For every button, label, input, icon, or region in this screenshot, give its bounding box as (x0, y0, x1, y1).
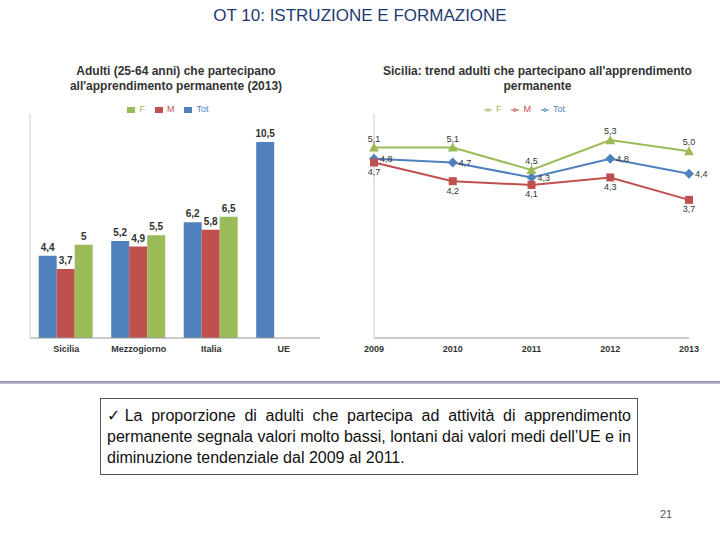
svg-text:4,5: 4,5 (525, 156, 538, 166)
svg-text:UE: UE (277, 344, 290, 354)
svg-text:6,2: 6,2 (186, 208, 200, 219)
svg-text:4,8: 4,8 (616, 154, 629, 164)
svg-text:5,1: 5,1 (446, 134, 459, 144)
html-text:M: M (167, 104, 175, 114)
svg-text:5: 5 (81, 231, 87, 242)
svg-text:4,7: 4,7 (459, 158, 472, 168)
html-text:F: F (496, 104, 502, 114)
html-text:Sicilia: trend adulti che part: Sicilia: trend adulti che partecipano al… (383, 64, 692, 93)
html-text:Tot: Tot (196, 104, 209, 114)
svg-text:Italia: Italia (201, 344, 223, 354)
svg-text:2012: 2012 (600, 344, 620, 354)
svg-text:4,3: 4,3 (604, 182, 617, 192)
svg-text:2010: 2010 (443, 344, 463, 354)
svg-text:2013: 2013 (679, 344, 699, 354)
svg-text:5,3: 5,3 (604, 126, 617, 136)
svg-text:4,9: 4,9 (131, 233, 145, 244)
html-text:✓ La proporzione di adulti che: ✓ La proporzione di adulti che partecipa… (107, 407, 631, 466)
svg-text:5,8: 5,8 (204, 216, 218, 227)
svg-text:5,1: 5,1 (368, 134, 381, 144)
svg-text:2009: 2009 (364, 344, 384, 354)
svg-text:Sicilia: Sicilia (53, 344, 80, 354)
html-text:M: M (523, 104, 531, 114)
html-text:Tot: Tot (553, 104, 565, 114)
svg-text:6,5: 6,5 (222, 203, 236, 214)
svg-text:5,0: 5,0 (683, 137, 696, 147)
svg-text:5,2: 5,2 (113, 227, 127, 238)
svg-text:4,7: 4,7 (368, 167, 381, 177)
svg-text:4,8: 4,8 (380, 154, 393, 164)
svg-text:3,7: 3,7 (59, 255, 73, 266)
svg-text:4,4: 4,4 (695, 169, 708, 179)
svg-text:Mezzogiorno: Mezzogiorno (111, 344, 166, 354)
svg-text:4,3: 4,3 (538, 173, 551, 183)
svg-text:4,4: 4,4 (41, 242, 55, 253)
html-text:Adulti (25-64 anni) che partec: Adulti (25-64 anni) che partecipano all'… (69, 64, 283, 93)
svg-text:3,7: 3,7 (683, 204, 696, 214)
html-text:F: F (139, 104, 145, 114)
html-text:21: 21 (660, 508, 673, 520)
svg-text:5,5: 5,5 (149, 221, 163, 232)
svg-text:4,1: 4,1 (525, 189, 538, 199)
svg-text:10,5: 10,5 (255, 128, 275, 139)
html-text:OT 10: ISTRUZIONE E FORMAZIONE: OT 10: ISTRUZIONE E FORMAZIONE (213, 6, 507, 25)
svg-text:2011: 2011 (522, 344, 542, 354)
svg-text:4,2: 4,2 (446, 186, 459, 196)
